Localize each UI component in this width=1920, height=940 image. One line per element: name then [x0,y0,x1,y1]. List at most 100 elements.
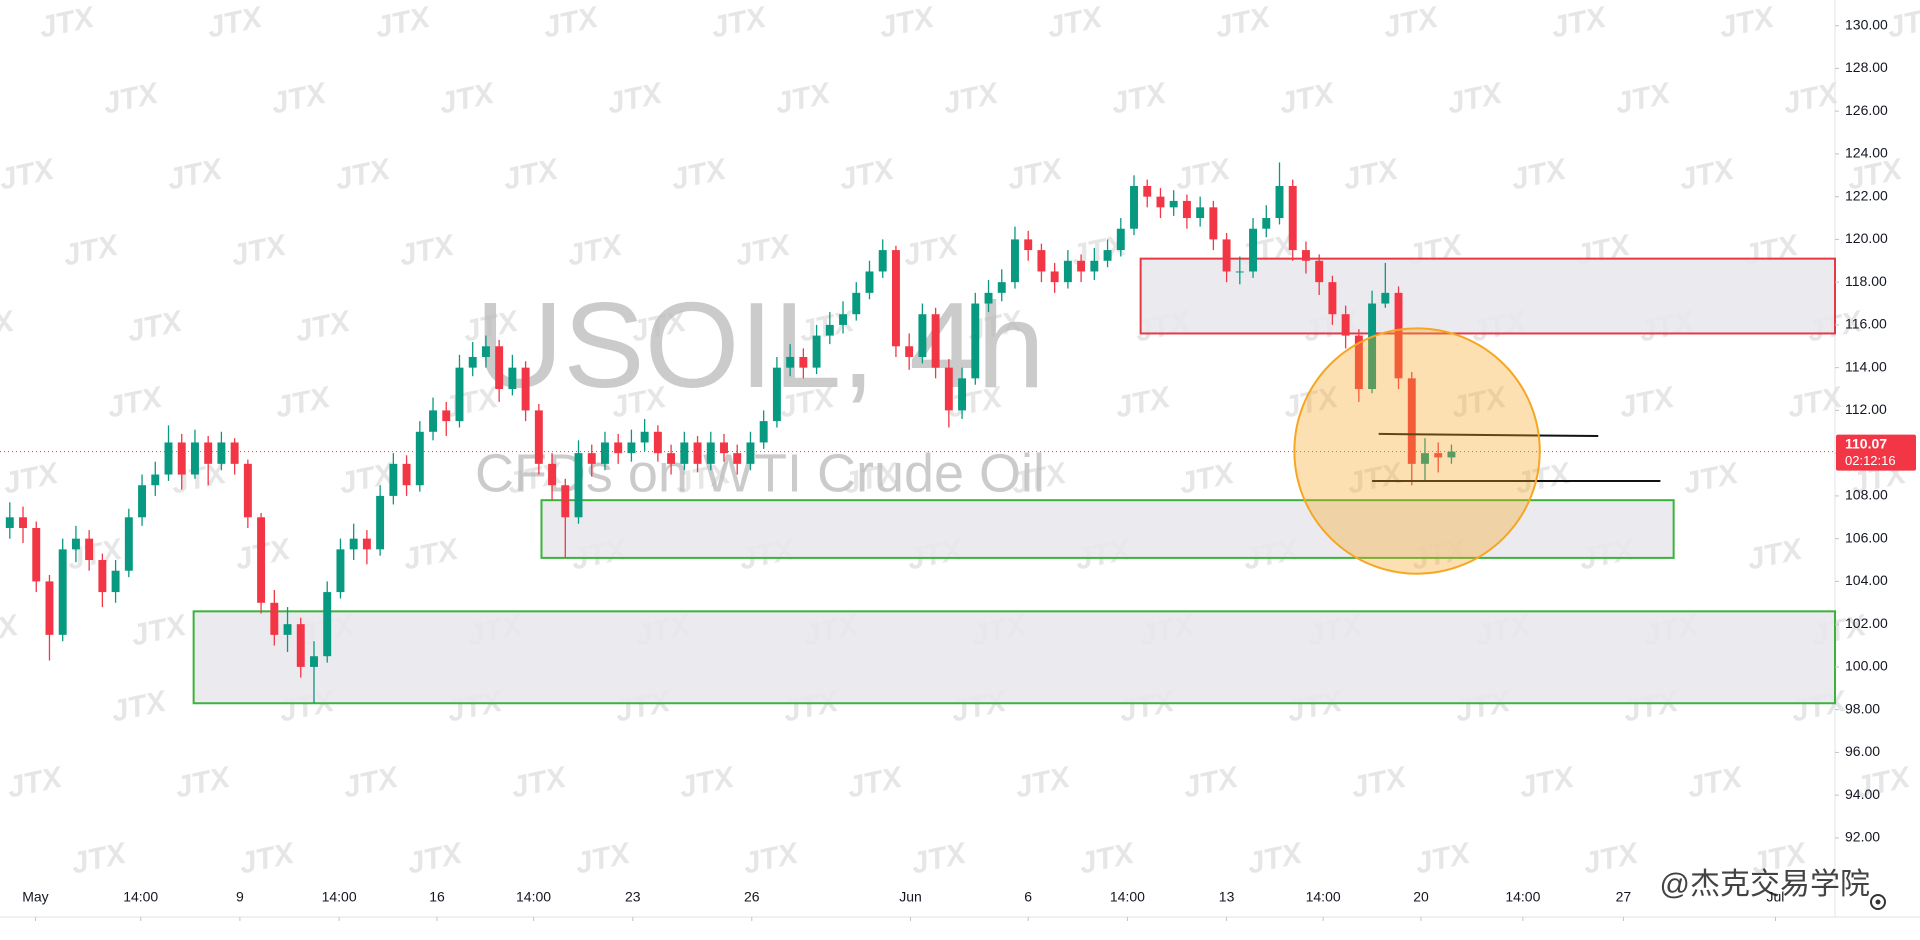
candle-body [230,442,239,464]
candle-body [534,410,543,464]
candle-body [1063,260,1072,283]
candle-body [270,602,279,635]
highlight-circle [1293,327,1541,575]
candle-body [667,453,676,464]
x-tick-label: Jun [899,889,922,905]
candle-body [574,453,583,518]
candle-body [310,656,318,667]
y-tick-label: 98.00 [1845,700,1880,716]
y-tick-label: 108.00 [1845,487,1888,503]
candle-body [402,463,411,486]
candle-body [138,485,147,518]
y-tick-label: 112.00 [1845,401,1887,417]
candle-body [1341,314,1350,336]
candle-body [5,517,14,528]
candle-body [1143,185,1152,197]
candle-body [1421,453,1429,464]
x-tick-label: 14:00 [1306,889,1341,905]
candle-body [1249,228,1258,272]
candle-body [587,453,596,464]
y-tick-label: 120.00 [1845,230,1888,246]
candle-body [997,282,1006,293]
candle-body [376,495,385,550]
candle-body [825,324,834,336]
candle-body [32,527,41,582]
candle-body [786,356,795,368]
candle-body [1077,260,1086,272]
candle-body [204,442,213,464]
candle-body [1024,239,1033,251]
candle-body [839,314,848,325]
candle-body [124,517,133,571]
x-tick-label: 6 [1024,889,1032,905]
candle-body [1103,250,1112,261]
candle-body [1381,292,1390,304]
candle-body [111,570,120,593]
candle-body [1090,260,1099,272]
candle-body [151,474,160,486]
candle-body [918,314,927,357]
candle-body [772,367,781,422]
x-tick-label: 14:00 [123,889,158,905]
y-tick-label: 94.00 [1845,786,1880,802]
last-price-label: 110.07 [1845,435,1887,451]
candle-body [177,442,186,475]
candle-body [296,624,305,667]
candle-body [217,442,226,464]
candle-body [971,303,980,379]
candle-body [19,517,27,528]
candle-body [1301,250,1310,261]
y-tick-label: 100.00 [1845,658,1888,674]
y-tick-label: 96.00 [1845,743,1880,759]
y-tick-label: 92.00 [1845,829,1880,845]
candle-body [283,624,292,635]
zone [192,610,1837,705]
candle-body [891,250,900,347]
x-tick-label: 23 [625,889,641,905]
settings-icon[interactable] [1870,894,1886,910]
x-tick-label: May [22,889,48,905]
candle-body [429,410,437,432]
candle-body [1182,200,1191,219]
candle-body [1169,200,1178,208]
candle-body [1235,271,1244,273]
credit-watermark: @杰克交易学院 [1660,868,1870,901]
candle-body [1262,218,1271,229]
trend-line [1378,432,1599,438]
candle-body [627,442,636,454]
candle-body [958,378,967,411]
candle-body [944,367,953,411]
y-tick-label: 128.00 [1845,59,1888,75]
candle-body [389,463,398,496]
candle-body [1394,292,1403,379]
candle-body [548,463,557,486]
candle-body [521,367,530,411]
candle-body [746,442,755,464]
y-tick-label: 116.00 [1845,316,1887,332]
candle-body [323,592,332,657]
candle-body [1368,303,1377,390]
candle-body [1315,260,1324,283]
candle-body [1130,185,1138,229]
candle-body [362,538,371,550]
candle-body [1037,250,1046,272]
candle-body [455,367,464,422]
candle-body [1407,378,1416,464]
candle-body [45,581,54,635]
candle-body [468,356,477,368]
candle-body [706,442,715,464]
candle-body [561,485,570,518]
y-tick-label: 130.00 [1845,16,1888,32]
candle-body [680,442,689,464]
candle-body [852,292,861,315]
candle-body [865,271,874,293]
candle-body [759,421,768,443]
candle-body [243,463,252,518]
candle-body [1447,451,1456,458]
x-tick-label: 27 [1616,889,1632,905]
y-tick-label: 124.00 [1845,145,1888,161]
candle-body [1209,207,1218,240]
candle-body [257,517,266,603]
candle-body [190,442,199,475]
